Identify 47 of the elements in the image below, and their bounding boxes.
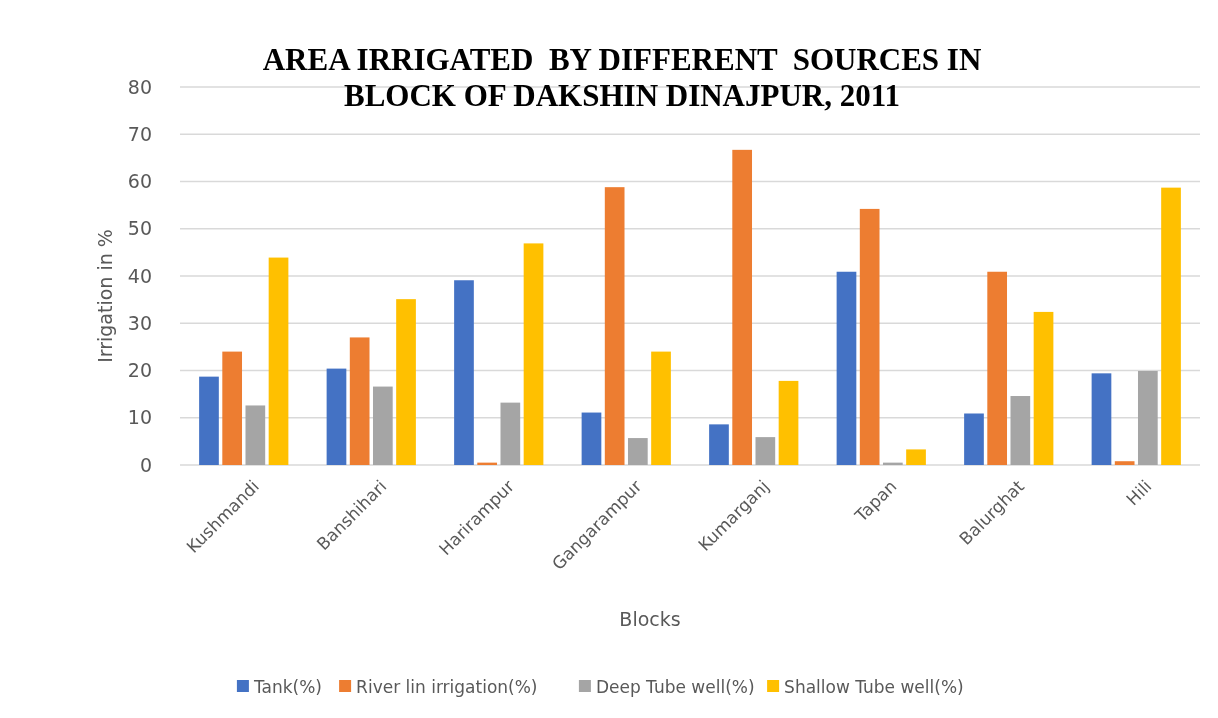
bar (372, 386, 393, 465)
bar (836, 271, 857, 465)
y-tick-label: 70 (127, 122, 152, 145)
y-tick-label: 50 (127, 217, 152, 240)
bar (396, 299, 416, 465)
bar (1161, 187, 1181, 465)
bar (326, 368, 347, 465)
bar (523, 243, 544, 465)
bar (755, 437, 776, 465)
bar (709, 424, 729, 465)
legend-label: River lin irrigation(%) (356, 676, 538, 697)
bar (268, 257, 289, 465)
y-tick-label: 0 (139, 453, 152, 476)
bar (627, 438, 648, 465)
bar (1033, 311, 1054, 465)
y-axis-title: Irrigation in % (94, 229, 116, 363)
bar (987, 271, 1008, 465)
bar (500, 402, 521, 465)
x-axis-title: Blocks (619, 608, 681, 630)
chart-title: AREA IRRIGATED BY DIFFERENT SOURCES IN BLOCK OF DAKSHIN DINAJPUR, 2011 (262, 42, 982, 113)
bar (906, 449, 926, 465)
y-tick-label: 80 (127, 75, 152, 98)
bar (732, 149, 753, 465)
y-tick-label: 20 (127, 359, 152, 382)
x-tick-label: Hili (1122, 476, 1156, 510)
y-tick-label: 40 (127, 264, 152, 287)
bar (604, 187, 625, 465)
bar (454, 280, 474, 465)
bar (1114, 461, 1135, 465)
bar (1091, 373, 1112, 465)
y-tick-label: 30 (127, 311, 152, 334)
bar (964, 413, 984, 465)
bar (1137, 370, 1158, 465)
bar (222, 351, 243, 465)
bar (651, 351, 671, 465)
bar (1010, 396, 1031, 465)
bar (245, 405, 266, 465)
y-tick-label: 60 (127, 170, 152, 193)
bar (778, 380, 799, 465)
legend-label: Deep Tube well(%) (595, 676, 755, 697)
bar (859, 208, 880, 465)
bar (199, 376, 219, 465)
bar (581, 412, 602, 465)
legend-label: Tank(%) (252, 676, 322, 697)
y-tick-label: 10 (127, 406, 152, 429)
bar (349, 337, 370, 465)
legend-label: Shallow Tube well(%) (784, 676, 964, 697)
